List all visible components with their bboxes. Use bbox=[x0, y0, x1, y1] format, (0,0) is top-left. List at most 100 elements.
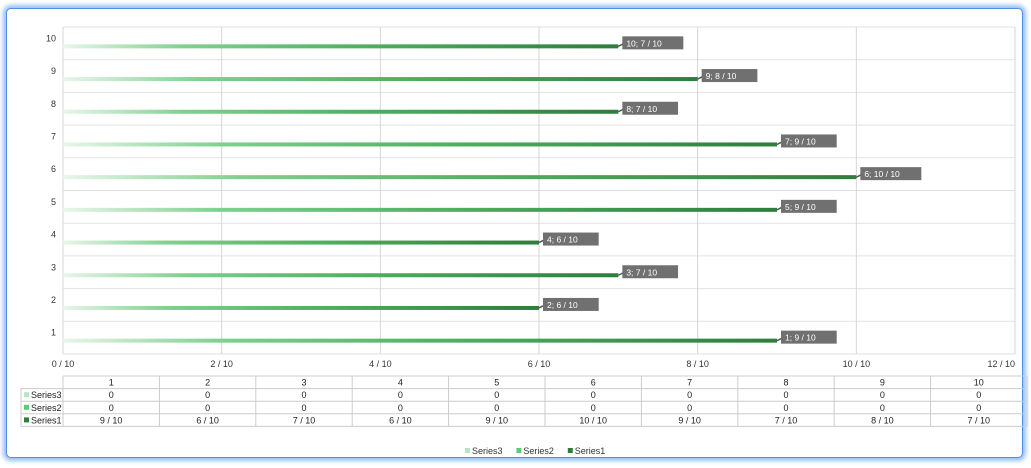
table-cell: 8 / 10 bbox=[871, 415, 894, 425]
table-header-cell: 8 bbox=[783, 378, 788, 388]
table-cell: 0 bbox=[494, 390, 499, 400]
data-label-box bbox=[543, 232, 599, 246]
x-tick-label: 10 / 10 bbox=[843, 359, 871, 369]
table-cell: 10 / 10 bbox=[579, 415, 607, 425]
table-cell: 0 bbox=[591, 390, 596, 400]
table-cell: 7 / 10 bbox=[293, 415, 316, 425]
bar-series1-7 bbox=[63, 142, 777, 147]
bar-series1-3 bbox=[63, 273, 619, 278]
data-label-box bbox=[781, 134, 837, 148]
table-header-cell: 3 bbox=[301, 378, 306, 388]
legend: Series3 Series2 Series1 bbox=[465, 446, 605, 456]
data-label-9: 9; 8 / 10 bbox=[706, 71, 737, 81]
table-cell: 0 bbox=[880, 403, 885, 413]
table-header-cell: 5 bbox=[494, 378, 499, 388]
bar-series1-8 bbox=[63, 109, 619, 114]
table-cell: 7 / 10 bbox=[775, 415, 798, 425]
bar-series1-9 bbox=[63, 77, 698, 82]
table-row-label: Series2 bbox=[31, 403, 62, 413]
data-label-box bbox=[622, 36, 684, 50]
table-cell: 0 bbox=[205, 390, 210, 400]
bar-series1-5 bbox=[63, 207, 777, 212]
legend-swatch bbox=[465, 448, 470, 453]
table-cell: 0 bbox=[880, 390, 885, 400]
y-tick-label-2: 2 bbox=[51, 295, 56, 305]
data-label-7: 7; 9 / 10 bbox=[785, 136, 816, 146]
table-header-cell: 2 bbox=[205, 378, 210, 388]
table-cell: 0 bbox=[783, 390, 788, 400]
data-label-box bbox=[701, 69, 758, 83]
x-tick-label: 8 / 10 bbox=[686, 359, 709, 369]
chart-frame bbox=[6, 8, 1023, 458]
data-label-box bbox=[860, 167, 922, 181]
table-legend-key bbox=[24, 392, 29, 398]
data-label-3: 3; 7 / 10 bbox=[626, 267, 657, 277]
table-cell: 0 bbox=[109, 403, 114, 413]
data-label-10: 10; 7 / 10 bbox=[626, 38, 662, 48]
table-legend-key bbox=[24, 404, 29, 410]
legend-swatch bbox=[516, 448, 522, 453]
table-header-cell: 7 bbox=[687, 378, 692, 388]
y-tick-label-1: 1 bbox=[51, 328, 56, 338]
data-label-1: 1; 9 / 10 bbox=[785, 333, 816, 343]
table-cell: 9 / 10 bbox=[100, 415, 123, 425]
bar-series1-1 bbox=[63, 338, 777, 343]
table-cell: 0 bbox=[687, 390, 692, 400]
data-label-box bbox=[622, 265, 679, 279]
y-tick-label-4: 4 bbox=[51, 230, 56, 240]
table-cell: 0 bbox=[301, 403, 306, 413]
table-cell: 6 / 10 bbox=[389, 415, 412, 425]
table-cell: 6 / 10 bbox=[196, 415, 219, 425]
data-label-8: 8; 7 / 10 bbox=[626, 104, 657, 114]
bar-series1-10 bbox=[63, 44, 619, 49]
table-cell: 9 / 10 bbox=[486, 415, 509, 425]
table-cell: 0 bbox=[494, 403, 499, 413]
y-tick-label-6: 6 bbox=[51, 164, 56, 174]
bars bbox=[63, 44, 857, 343]
table-row-label: Series1 bbox=[31, 415, 62, 425]
data-label-box bbox=[781, 199, 837, 213]
table-legend-key bbox=[24, 417, 29, 423]
y-tick-label-9: 9 bbox=[51, 66, 56, 76]
legend-item-series1: Series1 bbox=[575, 446, 606, 456]
x-tick-label: 0 / 10 bbox=[52, 359, 75, 369]
data-table: 1 2 3 4 5 6 7 8 9 10 Series3 0 0 0 0 0 0 0 0 0 0 Series2 0 0 0 0 0… bbox=[20, 375, 1028, 427]
y-tick-label-7: 7 bbox=[51, 131, 56, 141]
x-tick-label: 12 / 10 bbox=[987, 359, 1015, 369]
bar-series1-2 bbox=[63, 305, 539, 310]
legend-swatch bbox=[567, 448, 573, 453]
y-tick-label-3: 3 bbox=[51, 262, 56, 272]
legend-item-series2: Series2 bbox=[523, 446, 554, 456]
table-cell: 0 bbox=[398, 390, 403, 400]
table-cell: 0 bbox=[398, 403, 403, 413]
table-cell: 0 bbox=[976, 403, 981, 413]
x-tick-label: 2 / 10 bbox=[210, 359, 233, 369]
data-label-box bbox=[781, 330, 837, 344]
table-cell: 0 bbox=[301, 390, 306, 400]
y-tick-label-10: 10 bbox=[46, 33, 56, 43]
table-row-label: Series3 bbox=[31, 390, 62, 400]
x-axis-ticks: 0 / 10 2 / 10 4 / 10 6 / 10 8 / 10 10 / 10 12 … bbox=[52, 359, 1015, 369]
gridlines bbox=[62, 26, 1016, 355]
data-label-4: 4; 6 / 10 bbox=[547, 235, 578, 245]
y-tick-label-8: 8 bbox=[51, 99, 56, 109]
data-label-box bbox=[622, 101, 679, 115]
table-cell: 0 bbox=[205, 403, 210, 413]
y-tick-label-5: 5 bbox=[51, 197, 56, 207]
data-label-5: 5; 9 / 10 bbox=[785, 202, 816, 212]
data-label-6: 6; 10 / 10 bbox=[864, 169, 900, 179]
table-cell: 9 / 10 bbox=[678, 415, 701, 425]
table-cell: 0 bbox=[687, 403, 692, 413]
table-header-cell: 10 bbox=[974, 378, 984, 388]
table-cell: 7 / 10 bbox=[968, 415, 991, 425]
legend-item-series3: Series3 bbox=[472, 446, 503, 456]
table-cell: 0 bbox=[976, 390, 981, 400]
table-cell: 0 bbox=[109, 390, 114, 400]
data-labels: 1; 9 / 10 2; 6 / 10 3; 7 / 10 4; 6 / 10 5; 9… bbox=[538, 36, 922, 344]
bar-series1-4 bbox=[63, 240, 539, 245]
table-cell: 0 bbox=[591, 403, 596, 413]
x-tick-label: 4 / 10 bbox=[369, 359, 392, 369]
table-cell: 0 bbox=[783, 403, 788, 413]
bar-series1-6 bbox=[63, 175, 857, 180]
